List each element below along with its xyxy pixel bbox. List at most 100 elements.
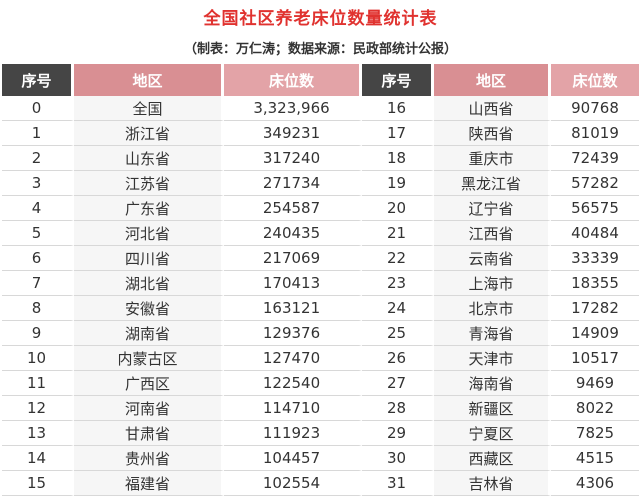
cell-index-right: 23	[362, 271, 434, 296]
cell-region-right: 江西省	[434, 221, 551, 246]
cell-beds-right: 33339	[551, 246, 639, 271]
cell-index-right: 25	[362, 321, 434, 346]
cell-beds-right: 56575	[551, 196, 639, 221]
cell-beds-left: 240435	[224, 221, 362, 246]
cell-region-right: 宁夏区	[434, 421, 551, 446]
cell-index-right: 22	[362, 246, 434, 271]
cell-region-left: 福建省	[74, 471, 224, 496]
table-row: 6 四川省 217069 22 云南省 33339	[2, 246, 639, 271]
cell-beds-left: 254587	[224, 196, 362, 221]
table-row: 1 浙江省 349231 17 陕西省 81019	[2, 121, 639, 146]
cell-index-left: 7	[2, 271, 74, 296]
cell-beds-right: 14909	[551, 321, 639, 346]
cell-index-right: 19	[362, 171, 434, 196]
cell-region-left: 甘肃省	[74, 421, 224, 446]
cell-region-left: 全国	[74, 96, 224, 121]
cell-region-right: 天津市	[434, 346, 551, 371]
cell-index-left: 2	[2, 146, 74, 171]
cell-beds-left: 127470	[224, 346, 362, 371]
cell-index-left: 12	[2, 396, 74, 421]
cell-beds-left: 114710	[224, 396, 362, 421]
cell-index-right: 18	[362, 146, 434, 171]
cell-index-right: 26	[362, 346, 434, 371]
cell-beds-right: 81019	[551, 121, 639, 146]
cell-region-right: 辽宁省	[434, 196, 551, 221]
cell-region-left: 四川省	[74, 246, 224, 271]
cell-index-left: 10	[2, 346, 74, 371]
cell-beds-right: 90768	[551, 96, 639, 121]
table-row: 8 安徽省 163121 24 北京市 17282	[2, 296, 639, 321]
cell-index-right: 16	[362, 96, 434, 121]
cell-beds-left: 129376	[224, 321, 362, 346]
cell-index-left: 14	[2, 446, 74, 471]
cell-index-right: 21	[362, 221, 434, 246]
cell-region-left: 山东省	[74, 146, 224, 171]
table-row: 12 河南省 114710 28 新疆区 8022	[2, 396, 639, 421]
table-row: 14 贵州省 104457 30 西藏区 4515	[2, 446, 639, 471]
cell-index-right: 31	[362, 471, 434, 496]
cell-beds-left: 271734	[224, 171, 362, 196]
beds-table: 序号 地区 床位数 序号 地区 床位数 0 全国 3,323,966 16 山西省 907…	[2, 64, 639, 496]
table-row: 7 湖北省 170413 23 上海市 18355	[2, 271, 639, 296]
cell-region-left: 广西区	[74, 371, 224, 396]
header-row: 序号 地区 床位数 序号 地区 床位数	[2, 64, 639, 96]
cell-region-right: 重庆市	[434, 146, 551, 171]
cell-index-left: 8	[2, 296, 74, 321]
cell-region-right: 吉林省	[434, 471, 551, 496]
cell-region-left: 贵州省	[74, 446, 224, 471]
cell-beds-right: 4515	[551, 446, 639, 471]
table-row: 9 湖南省 129376 25 青海省 14909	[2, 321, 639, 346]
cell-beds-left: 163121	[224, 296, 362, 321]
cell-region-left: 浙江省	[74, 121, 224, 146]
cell-index-right: 20	[362, 196, 434, 221]
cell-beds-right: 8022	[551, 396, 639, 421]
cell-beds-left: 111923	[224, 421, 362, 446]
cell-region-right: 陕西省	[434, 121, 551, 146]
cell-beds-right: 18355	[551, 271, 639, 296]
cell-index-left: 13	[2, 421, 74, 446]
cell-region-left: 河北省	[74, 221, 224, 246]
cell-beds-left: 217069	[224, 246, 362, 271]
cell-index-right: 30	[362, 446, 434, 471]
table-row: 3 江苏省 271734 19 黑龙江省 57282	[2, 171, 639, 196]
cell-index-left: 5	[2, 221, 74, 246]
cell-beds-left: 349231	[224, 121, 362, 146]
cell-index-right: 29	[362, 421, 434, 446]
cell-index-left: 0	[2, 96, 74, 121]
table-row: 4 广东省 254587 20 辽宁省 56575	[2, 196, 639, 221]
cell-index-left: 11	[2, 371, 74, 396]
cell-region-left: 内蒙古区	[74, 346, 224, 371]
cell-region-left: 安徽省	[74, 296, 224, 321]
cell-index-left: 15	[2, 471, 74, 496]
cell-beds-right: 40484	[551, 221, 639, 246]
cell-index-right: 24	[362, 296, 434, 321]
cell-beds-right: 17282	[551, 296, 639, 321]
cell-index-left: 3	[2, 171, 74, 196]
table-row: 15 福建省 102554 31 吉林省 4306	[2, 471, 639, 496]
cell-region-right: 海南省	[434, 371, 551, 396]
header-beds-right: 床位数	[551, 64, 639, 96]
cell-beds-left: 3,323,966	[224, 96, 362, 121]
table-row: 11 广西区 122540 27 海南省 9469	[2, 371, 639, 396]
table-title: 全国社区养老床位数量统计表	[203, 9, 438, 29]
cell-region-left: 湖南省	[74, 321, 224, 346]
cell-index-right: 27	[362, 371, 434, 396]
cell-index-right: 28	[362, 396, 434, 421]
cell-region-right: 黑龙江省	[434, 171, 551, 196]
table-subtitle: （制表：万仁涛；数据来源：民政部统计公报）	[183, 42, 457, 57]
table-row: 2 山东省 317240 18 重庆市 72439	[2, 146, 639, 171]
header-beds-left: 床位数	[224, 64, 362, 96]
table-row: 0 全国 3,323,966 16 山西省 90768	[2, 96, 639, 121]
cell-region-left: 广东省	[74, 196, 224, 221]
cell-region-right: 新疆区	[434, 396, 551, 421]
table-row: 5 河北省 240435 21 江西省 40484	[2, 221, 639, 246]
cell-index-left: 9	[2, 321, 74, 346]
cell-beds-right: 10517	[551, 346, 639, 371]
cell-index-left: 4	[2, 196, 74, 221]
cell-beds-left: 317240	[224, 146, 362, 171]
cell-index-left: 6	[2, 246, 74, 271]
table-row: 13 甘肃省 111923 29 宁夏区 7825	[2, 421, 639, 446]
header-region-left: 地区	[74, 64, 224, 96]
cell-beds-left: 102554	[224, 471, 362, 496]
table-row: 10 内蒙古区 127470 26 天津市 10517	[2, 346, 639, 371]
